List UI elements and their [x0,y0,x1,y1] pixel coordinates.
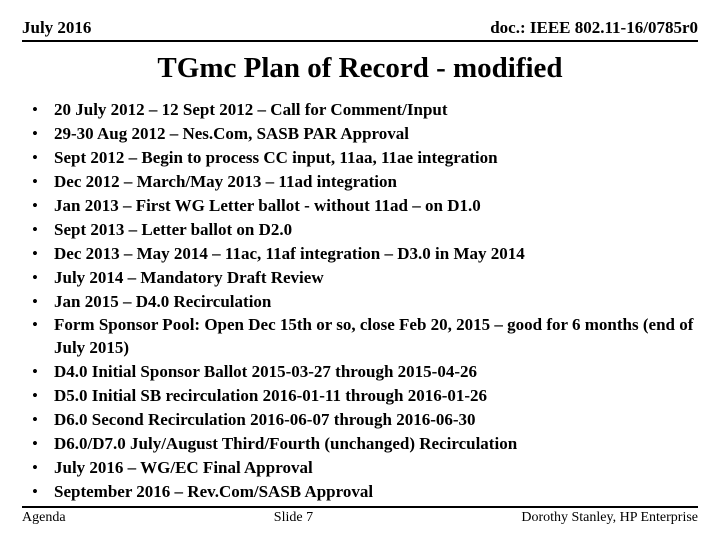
bullet-dot-icon: • [30,243,54,266]
bullet-dot-icon: • [30,99,54,122]
bullet-text: D4.0 Initial Sponsor Ballot 2015-03-27 t… [54,361,698,384]
bullet-text: Sept 2013 – Letter ballot on D2.0 [54,219,698,242]
bullet-dot-icon: • [30,219,54,242]
bullet-dot-icon: • [30,195,54,218]
bullet-text: D5.0 Initial SB recirculation 2016-01-11… [54,385,698,408]
bullet-item: •20 July 2012 – 12 Sept 2012 – Call for … [30,99,698,122]
bullet-text: 29-30 Aug 2012 – Nes.Com, SASB PAR Appro… [54,123,698,146]
bullet-text: D6.0 Second Recirculation 2016-06-07 thr… [54,409,698,432]
bullet-text: Dec 2013 – May 2014 – 11ac, 11af integra… [54,243,698,266]
bullet-item: •July 2016 – WG/EC Final Approval [30,457,698,480]
bullet-text: D6.0/D7.0 July/August Third/Fourth (unch… [54,433,698,456]
page-title: TGmc Plan of Record - modified [22,52,698,85]
bullet-item: •29-30 Aug 2012 – Nes.Com, SASB PAR Appr… [30,123,698,146]
footer-left: Agenda [22,510,66,526]
bullet-item: •D4.0 Initial Sponsor Ballot 2015-03-27 … [30,361,698,384]
bullet-dot-icon: • [30,361,54,384]
bullet-text: 20 July 2012 – 12 Sept 2012 – Call for C… [54,99,698,122]
bullet-item: •July 2014 – Mandatory Draft Review [30,267,698,290]
bullet-item: •Jan 2013 – First WG Letter ballot - wit… [30,195,698,218]
bullet-dot-icon: • [30,481,54,504]
footer: Agenda Slide 7 Dorothy Stanley, HP Enter… [22,508,698,526]
bullet-text: Dec 2012 – March/May 2013 – 11ad integra… [54,171,698,194]
bullet-item: •D5.0 Initial SB recirculation 2016-01-1… [30,385,698,408]
bullet-dot-icon: • [30,123,54,146]
bullet-item: •Form Sponsor Pool: Open Dec 15th or so,… [30,314,698,360]
bullet-text: Jan 2013 – First WG Letter ballot - with… [54,195,698,218]
bullet-text: Sept 2012 – Begin to process CC input, 1… [54,147,698,170]
bullet-text: September 2016 – Rev.Com/SASB Approval [54,481,698,504]
bullet-text: Jan 2015 – D4.0 Recirculation [54,291,698,314]
bullet-dot-icon: • [30,433,54,456]
bullet-item: •Dec 2012 – March/May 2013 – 11ad integr… [30,171,698,194]
bullet-dot-icon: • [30,409,54,432]
bullet-text: Form Sponsor Pool: Open Dec 15th or so, … [54,314,698,360]
bullet-dot-icon: • [30,291,54,314]
bullet-list: •20 July 2012 – 12 Sept 2012 – Call for … [22,99,698,504]
bullet-item: •Dec 2013 – May 2014 – 11ac, 11af integr… [30,243,698,266]
bullet-dot-icon: • [30,314,54,337]
bullet-item: •Jan 2015 – D4.0 Recirculation [30,291,698,314]
bullet-item: •D6.0 Second Recirculation 2016-06-07 th… [30,409,698,432]
bullet-text: July 2014 – Mandatory Draft Review [54,267,698,290]
footer-center: Slide 7 [66,510,522,526]
bullet-item: •Sept 2013 – Letter ballot on D2.0 [30,219,698,242]
bullet-item: •D6.0/D7.0 July/August Third/Fourth (unc… [30,433,698,456]
bullet-dot-icon: • [30,457,54,480]
bullet-dot-icon: • [30,385,54,408]
header: July 2016 doc.: IEEE 802.11-16/0785r0 [22,18,698,42]
header-doc: doc.: IEEE 802.11-16/0785r0 [490,18,698,38]
bullet-dot-icon: • [30,171,54,194]
bullet-dot-icon: • [30,147,54,170]
bullet-dot-icon: • [30,267,54,290]
footer-right: Dorothy Stanley, HP Enterprise [521,510,698,526]
header-date: July 2016 [22,18,91,38]
bullet-item: •September 2016 – Rev.Com/SASB Approval [30,481,698,504]
bullet-text: July 2016 – WG/EC Final Approval [54,457,698,480]
bullet-item: •Sept 2012 – Begin to process CC input, … [30,147,698,170]
